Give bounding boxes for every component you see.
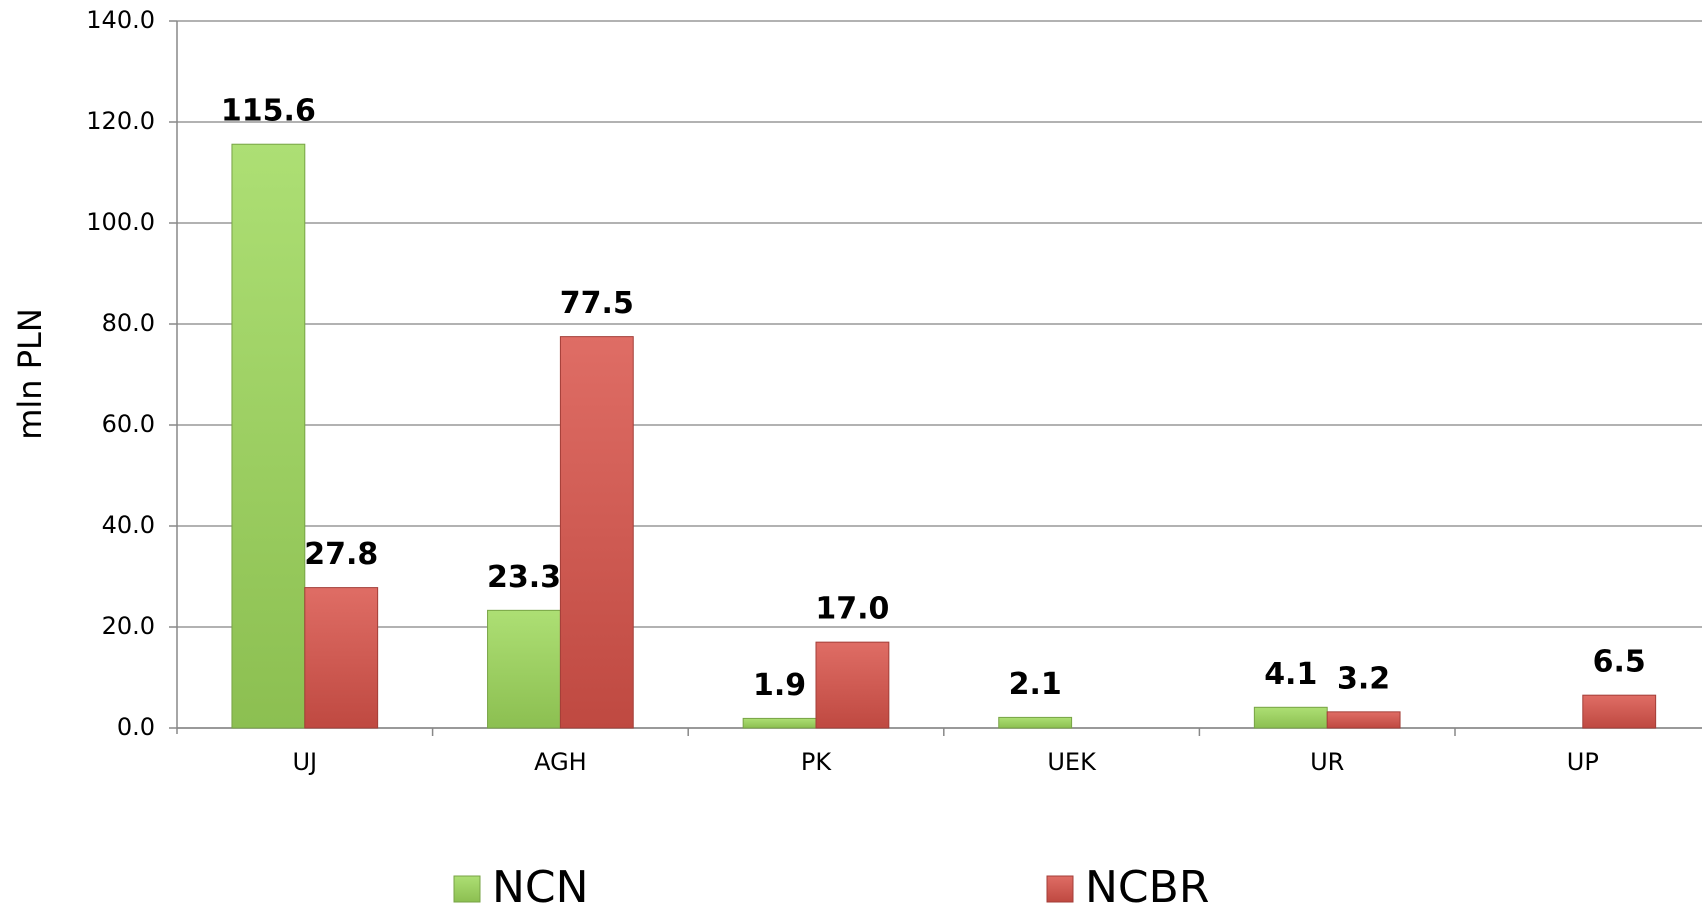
- bar: [1582, 694, 1657, 729]
- y-tick-label: 40.0: [102, 511, 155, 539]
- bar: [742, 717, 817, 729]
- data-label: 1.9: [753, 668, 806, 703]
- legend-label: NCBR: [1085, 862, 1209, 910]
- y-tick-label: 80.0: [102, 309, 155, 337]
- legend-label: NCN: [492, 862, 589, 910]
- x-tick-label: UJ: [292, 748, 317, 776]
- data-label: 115.6: [221, 94, 316, 129]
- x-tick-label: UEK: [1047, 748, 1097, 776]
- data-label: 6.5: [1593, 645, 1646, 680]
- y-tick-label: 0.0: [117, 713, 155, 741]
- bar: [487, 609, 561, 729]
- y-tick-label: 20.0: [102, 612, 155, 640]
- y-tick-label: 100.0: [86, 208, 155, 236]
- data-label: 27.8: [304, 537, 378, 572]
- bar: [231, 143, 306, 729]
- data-label: 77.5: [560, 286, 634, 321]
- data-label: 3.2: [1337, 661, 1390, 696]
- data-label: 2.1: [1009, 667, 1062, 702]
- bar: [1326, 711, 1401, 729]
- bar: [815, 641, 890, 729]
- legend-swatch: [1046, 875, 1074, 903]
- bar: [998, 716, 1073, 729]
- y-axis-label: mln PLN: [11, 308, 49, 440]
- bar: [559, 336, 634, 729]
- legend-swatch: [453, 875, 481, 903]
- y-tick-label: 140.0: [86, 6, 155, 34]
- bar: [304, 587, 379, 729]
- x-tick-label: PK: [801, 748, 832, 776]
- data-label: 23.3: [487, 560, 561, 595]
- bar: [1253, 706, 1328, 729]
- data-label: 17.0: [815, 592, 889, 627]
- x-tick-label: UR: [1310, 748, 1344, 776]
- y-tick-label: 60.0: [102, 410, 155, 438]
- y-tick-label: 120.0: [86, 107, 155, 135]
- data-label: 4.1: [1264, 657, 1317, 692]
- x-tick-label: UP: [1567, 748, 1599, 776]
- x-tick-label: AGH: [534, 748, 587, 776]
